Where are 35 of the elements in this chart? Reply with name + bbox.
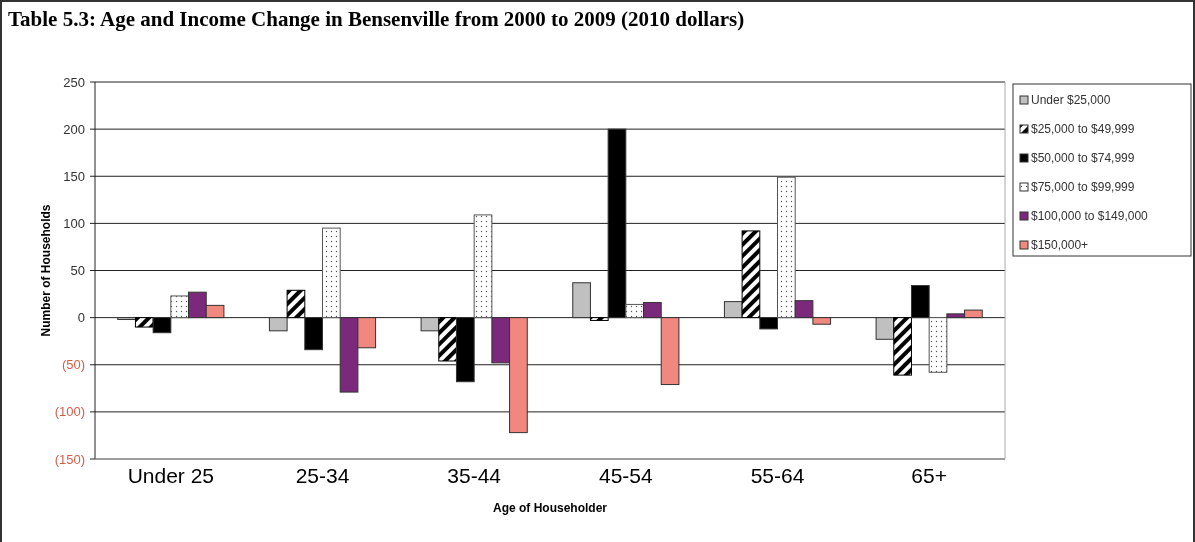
chart-title: Table 5.3: Age and Income Change in Bensenville from 2000 to 2009 (2010 dollars): [8, 7, 745, 31]
bar: [420, 317, 440, 332]
y-tick-label: 100: [63, 215, 85, 231]
x-tick-label: Under 25: [127, 464, 215, 487]
legend-label: $25,000 to $49,999: [1031, 122, 1135, 137]
legend-label: $75,000 to $99,999: [1031, 180, 1135, 195]
y-tick-label: (50): [61, 357, 85, 373]
x-tick-label: 55-64: [750, 464, 805, 487]
bar: [723, 301, 743, 319]
legend-label: $100,000 to $149,000: [1031, 209, 1149, 224]
x-axis-title: Age of Householder: [492, 501, 608, 515]
bar: [875, 317, 895, 340]
y-tick-label: (150): [54, 451, 85, 467]
legend-label: $50,000 to $74,999: [1031, 151, 1135, 166]
x-tick-label: 35-44: [447, 464, 502, 487]
y-tick-label: 50: [70, 263, 85, 279]
bar: [777, 176, 796, 319]
legend-label: Under $25,000: [1031, 93, 1111, 108]
bar: [322, 227, 341, 319]
x-tick-label: 25-34: [295, 464, 350, 487]
bar: [572, 282, 591, 319]
y-axis-title: Number of Households: [39, 204, 53, 337]
bar: [473, 214, 493, 319]
y-tick-label: 200: [63, 121, 85, 137]
bar: [625, 303, 645, 319]
x-tick-label: 65+: [911, 464, 947, 487]
y-tick-label: 150: [63, 168, 85, 184]
y-tick-label: 0: [77, 310, 85, 326]
bar: [928, 317, 948, 373]
bar: [268, 317, 288, 332]
y-tick-label: 250: [63, 74, 85, 90]
legend-label: $150,000+: [1031, 238, 1089, 253]
bar: [170, 295, 190, 319]
x-tick-label: 45-54: [598, 464, 653, 487]
y-tick-label: (100): [54, 404, 85, 420]
